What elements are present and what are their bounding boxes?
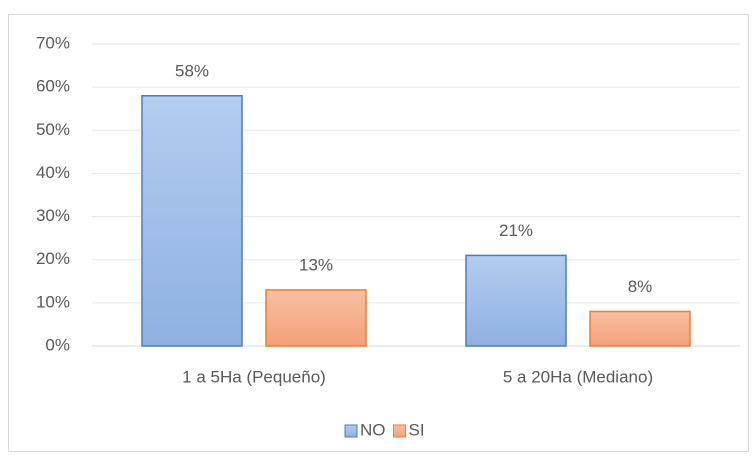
bar	[589, 310, 691, 347]
bar	[265, 289, 367, 347]
y-tick-label: 0%	[45, 335, 70, 354]
y-tick-label: 60%	[36, 77, 70, 96]
y-tick-label: 40%	[36, 163, 70, 182]
x-tick-label: 5 a 20Ha (Mediano)	[503, 367, 653, 386]
data-label: 21%	[499, 221, 533, 240]
y-tick-label: 30%	[36, 206, 70, 225]
legend-swatch	[344, 424, 358, 438]
bar	[141, 95, 243, 347]
y-tick-label: 20%	[36, 249, 70, 268]
data-label: 8%	[628, 277, 653, 296]
x-tick-label: 1 a 5Ha (Pequeño)	[182, 367, 326, 386]
legend-label: SI	[409, 420, 425, 439]
y-tick-label: 70%	[36, 33, 70, 52]
data-label: 13%	[299, 255, 333, 274]
legend-swatch	[393, 424, 406, 438]
legend-label: NO	[360, 420, 386, 439]
y-tick-label: 10%	[36, 292, 70, 311]
bar	[465, 254, 567, 347]
y-tick-label: 50%	[36, 120, 70, 139]
data-label: 58%	[175, 61, 209, 80]
